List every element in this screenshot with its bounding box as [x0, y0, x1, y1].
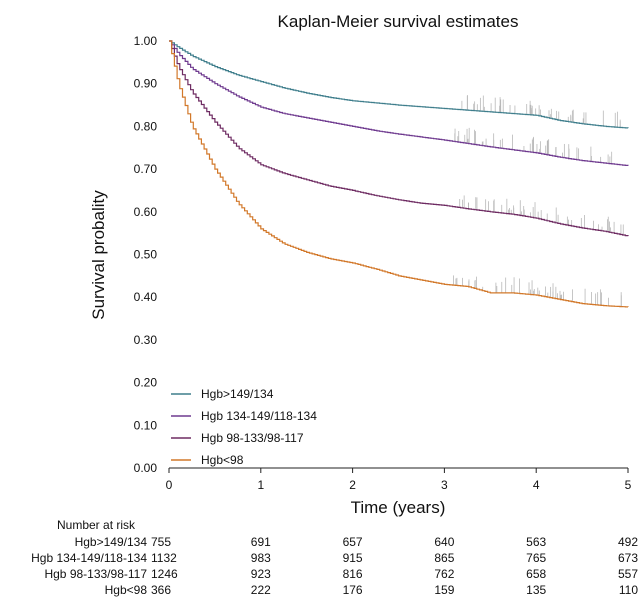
risk-count: 762	[434, 567, 454, 581]
risk-count: 492	[618, 535, 638, 549]
x-tick-label: 5	[625, 478, 632, 492]
x-axis-label: Time (years)	[351, 498, 446, 517]
y-tick-label: 0.00	[134, 461, 158, 475]
legend-label: Hgb 134-149/118-134	[201, 409, 317, 423]
risk-count: 915	[343, 551, 363, 565]
legend-label: Hgb 98-133/98-117	[201, 431, 304, 445]
chart-title: Kaplan-Meier survival estimates	[278, 12, 519, 31]
survival-curves	[169, 40, 629, 308]
risk-count: 755	[151, 535, 171, 549]
risk-count: 557	[618, 567, 638, 581]
risk-table-header: Number at risk	[57, 518, 136, 532]
y-tick-label: 0.50	[134, 248, 158, 262]
x-tick-label: 0	[166, 478, 173, 492]
risk-row-label: Hgb 134-149/118-134	[31, 551, 147, 565]
risk-count: 865	[434, 551, 454, 565]
risk-count: 159	[434, 583, 454, 597]
y-tick-label: 0.30	[134, 333, 158, 347]
y-tick-label: 0.80	[134, 119, 158, 133]
risk-count: 765	[526, 551, 546, 565]
y-tick-label: 0.20	[134, 376, 158, 390]
risk-count: 657	[343, 535, 363, 549]
risk-count: 135	[526, 583, 546, 597]
legend-label: Hgb<98	[201, 453, 244, 467]
curve-series-2	[169, 40, 629, 166]
curve-series-1	[169, 40, 629, 129]
risk-count: 816	[343, 567, 363, 581]
y-axis-label: Survival probality	[89, 190, 108, 320]
risk-table: Hgb>149/134 755 691 657 640 563 492 Hgb 134-149…	[31, 535, 638, 597]
x-tick-label: 1	[257, 478, 264, 492]
risk-count: 563	[526, 535, 546, 549]
x-tick-label: 2	[349, 478, 356, 492]
risk-count: 923	[251, 567, 271, 581]
x-tick-label: 4	[533, 478, 540, 492]
x-tick-label: 3	[441, 478, 448, 492]
risk-row-label: Hgb>149/134	[75, 535, 148, 549]
risk-count: 691	[251, 535, 271, 549]
risk-count: 110	[619, 583, 638, 597]
risk-count: 640	[434, 535, 454, 549]
risk-count: 673	[618, 551, 638, 565]
axes: 0 1 2 3 4 5 0.00 0.10 0.20 0.30 0.40 0.50 0.60 0.70 0.…	[134, 34, 632, 492]
risk-row-label: Hgb<98	[105, 583, 148, 597]
y-tick-label: 0.70	[134, 162, 158, 176]
legend-label: Hgb>149/134	[201, 387, 274, 401]
curve-series-3	[169, 40, 629, 237]
y-tick-label: 0.40	[134, 290, 158, 304]
risk-count: 1246	[151, 567, 178, 581]
curve-series-4	[169, 40, 629, 308]
censor-marks	[453, 95, 624, 307]
legend: Hgb>149/134 Hgb 134-149/118-134 Hgb 98-133…	[171, 387, 317, 467]
y-tick-label: 1.00	[134, 34, 158, 48]
risk-count: 983	[251, 551, 271, 565]
risk-count: 1132	[151, 551, 177, 565]
risk-count: 176	[343, 583, 363, 597]
risk-count: 366	[151, 583, 171, 597]
risk-count: 658	[526, 567, 546, 581]
risk-count: 222	[251, 583, 271, 597]
y-tick-label: 0.60	[134, 205, 158, 219]
y-tick-label: 0.10	[134, 418, 158, 432]
y-tick-label: 0.90	[134, 77, 158, 91]
risk-row-label: Hgb 98-133/98-117	[44, 567, 147, 581]
